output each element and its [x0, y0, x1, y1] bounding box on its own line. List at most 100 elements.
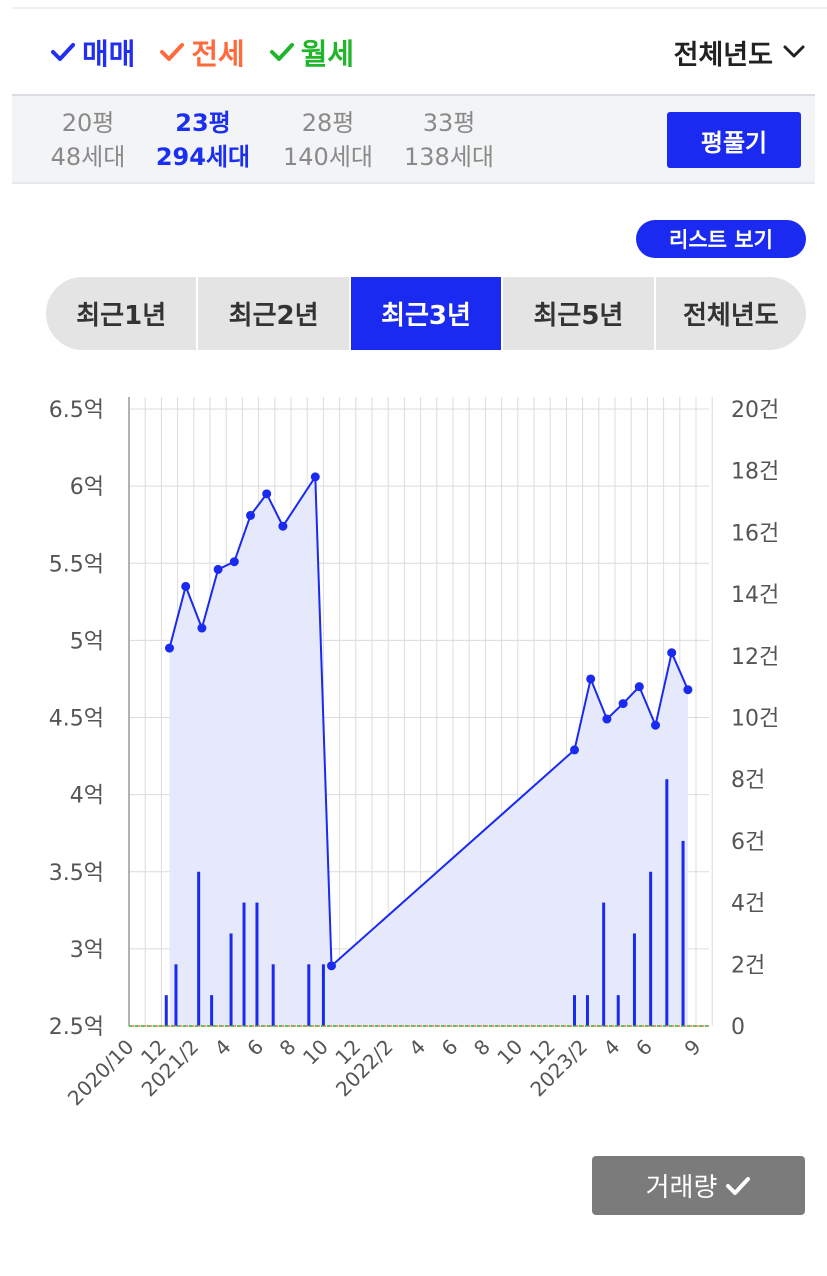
filter-monthly-rent[interactable]: 월세: [269, 31, 354, 73]
price-point: [651, 720, 660, 730]
y-right-tick-label: 2건: [731, 953, 765, 978]
y-right-tick-label: 18건: [731, 460, 779, 485]
size-option-23[interactable]: 23평 294세대: [143, 106, 263, 174]
y-right-tick-label: 4건: [731, 892, 765, 917]
y-right-tick-label: 6건: [731, 830, 765, 855]
year-select-label: 전체년도: [673, 39, 773, 71]
size-units: 48세대: [50, 143, 126, 171]
list-view-button[interactable]: 리스트 보기: [636, 220, 806, 258]
y-left-tick-label: 6.5억: [49, 398, 104, 423]
price-point: [570, 745, 579, 755]
y-left-tick-label: 3.5억: [49, 861, 104, 886]
size-option-20[interactable]: 20평 48세대: [28, 106, 148, 174]
volume-bar: [585, 995, 589, 1026]
price-point: [229, 557, 239, 567]
check-icon: [50, 41, 76, 63]
x-tick-label: 4: [599, 1035, 625, 1061]
volume-bar: [164, 995, 168, 1026]
price-area: [169, 476, 688, 1026]
size-pyeong: 33평: [422, 109, 476, 137]
volume-bar: [665, 779, 669, 1026]
y-left-tick-label: 4억: [70, 784, 104, 809]
period-tab-1y[interactable]: 최근1년: [46, 277, 199, 350]
y-left-tick-label: 5억: [70, 629, 104, 654]
price-point: [602, 714, 612, 724]
price-point: [586, 674, 596, 684]
y-right-tick-label: 14건: [731, 583, 779, 608]
volume-toggle-label: 거래량: [645, 1173, 718, 1203]
volume-bar: [271, 964, 275, 1026]
size-pyeong: 28평: [301, 109, 355, 137]
check-icon: [725, 1175, 751, 1197]
price-point: [197, 623, 207, 633]
volume-bar: [321, 964, 325, 1026]
x-tick-label: 6: [437, 1035, 463, 1061]
period-tab-5y[interactable]: 최근5년: [503, 277, 656, 350]
filter-sale[interactable]: 매매: [50, 31, 135, 73]
y-right-tick-label: 10건: [731, 707, 779, 732]
check-icon: [269, 41, 295, 63]
filter-jeonse[interactable]: 전세: [159, 31, 245, 73]
x-tick-label: 6: [242, 1035, 268, 1061]
y-left-tick-label: 6억: [70, 475, 104, 500]
volume-bar: [573, 995, 576, 1026]
price-point: [262, 489, 272, 499]
x-tick-label: 10: [492, 1035, 527, 1070]
y-right-tick-label: 20건: [731, 398, 779, 423]
x-tick-label: 4: [210, 1035, 236, 1061]
period-tab-2y[interactable]: 최근2년: [198, 277, 351, 350]
size-units: 138세대: [404, 143, 494, 171]
price-point: [683, 685, 693, 695]
x-tick-label: 4: [404, 1035, 430, 1061]
filter-jeonse-label: 전세: [191, 37, 245, 71]
y-right-tick-label: 12건: [731, 645, 779, 670]
y-left-tick-label: 2.5억: [49, 1015, 104, 1040]
size-pyeong: 23평: [175, 109, 231, 137]
period-tabs: 최근1년 최근2년 최근3년 최근5년 전체년도: [46, 277, 806, 350]
price-point: [634, 682, 644, 692]
y-left-tick-label: 4.5억: [49, 707, 104, 732]
x-tick-label: 10: [298, 1035, 333, 1070]
size-option-33[interactable]: 33평 138세대: [389, 106, 509, 174]
x-tick-label: 8: [275, 1035, 301, 1061]
price-point: [181, 581, 191, 591]
size-pyeong: 20평: [61, 109, 115, 137]
x-tick-label: 9: [680, 1035, 706, 1061]
price-point: [667, 648, 677, 658]
volume-toggle-button[interactable]: 거래량: [592, 1156, 805, 1215]
volume-bar: [174, 964, 178, 1026]
size-option-28[interactable]: 28평 140세대: [268, 106, 388, 174]
size-units: 294세대: [155, 143, 251, 171]
filter-sale-label: 매매: [82, 37, 136, 71]
price-point: [618, 699, 628, 709]
volume-bar: [229, 933, 233, 1026]
volume-bar: [632, 933, 636, 1026]
price-volume-chart: 2.5억 3억 3.5억 4억 4.5억 5억 5.5억 6억 6.5억 0 2건 4건 6건 8건 10건…: [49, 397, 779, 1111]
y-right-tick-label: 0: [731, 1015, 745, 1040]
volume-bar: [197, 871, 201, 1026]
volume-bar: [242, 902, 246, 1026]
volume-bar: [649, 871, 653, 1026]
price-point: [246, 510, 255, 520]
volume-bar: [602, 902, 606, 1026]
pyeong-expand-button[interactable]: 평풀기: [667, 112, 801, 168]
trade-type-filters: 매매 전세 월세: [50, 30, 378, 74]
filter-monthly-rent-label: 월세: [300, 37, 355, 71]
price-point: [310, 472, 320, 482]
price-point: [213, 564, 223, 574]
chevron-down-icon: [783, 45, 805, 59]
x-tick-label: 2020/10: [63, 1035, 139, 1111]
period-tab-3y[interactable]: 최근3년: [350, 277, 504, 350]
unit-size-bar: 20평 48세대 23평 294세대 28평 140세대 33평 138세대 평…: [12, 94, 815, 184]
y-right-tick-label: 8건: [731, 768, 765, 793]
volume-bar: [307, 964, 311, 1026]
period-tab-all[interactable]: 전체년도: [682, 301, 779, 331]
y-left-tick-label: 3억: [70, 938, 104, 963]
size-units: 140세대: [283, 143, 373, 171]
year-select-dropdown[interactable]: 전체년도: [674, 30, 805, 74]
volume-bar: [616, 995, 620, 1026]
price-point: [278, 521, 288, 531]
volume-bar: [210, 995, 214, 1026]
x-tick-label: 8: [469, 1035, 495, 1061]
x-tick-label: 6: [631, 1035, 657, 1061]
